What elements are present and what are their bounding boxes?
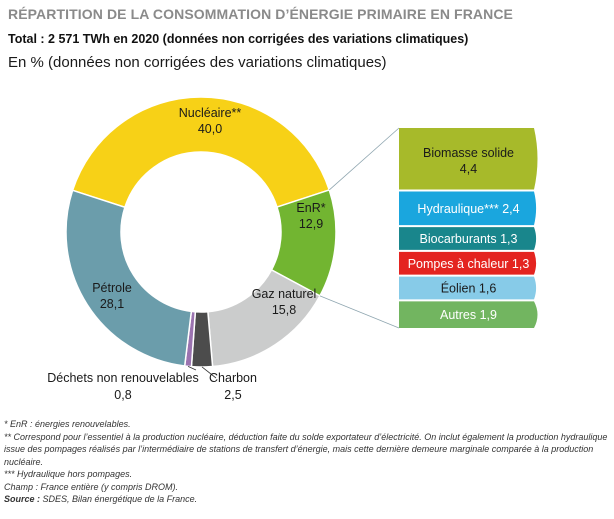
note-nuclear: ** Correspond pour l’essentiel à la prod… — [4, 431, 608, 467]
breakdown-label-biocarburants: Biocarburants 1,3 — [420, 232, 518, 246]
label-nucleaire: Nucléaire** — [179, 106, 242, 120]
breakdown-label-hydraulique: Hydraulique*** 2,4 — [417, 202, 519, 216]
breakdown-label-pompes-a-chaleur: Pompes à chaleur 1,3 — [408, 257, 530, 271]
label-dechets-non-renouvelables: Déchets non renouvelables — [47, 371, 199, 385]
connector-bottom — [319, 295, 400, 329]
note-hydro: *** Hydraulique hors pompages. — [4, 469, 133, 479]
value-charbon: 2,5 — [224, 388, 241, 402]
note-source: Source : SDES, Bilan énergétique de la F… — [4, 493, 610, 506]
breakdown-eolien — [399, 276, 537, 300]
breakdown-hydraulique — [399, 191, 537, 226]
label-enr: EnR* — [296, 201, 325, 215]
breakdown-value-biomasse-solide: 4,4 — [460, 162, 477, 176]
connector-top — [329, 127, 400, 191]
value-enr: 12,9 — [299, 217, 323, 231]
value-nucleaire: 40,0 — [198, 122, 222, 136]
note-enr: * EnR : énergies renouvelables. — [4, 419, 131, 429]
source-label: Source : — [4, 494, 41, 504]
label-charbon: Charbon — [209, 371, 257, 385]
unit-label: En % (données non corrigées des variatio… — [8, 54, 387, 71]
breakdown-pompes-a-chaleur — [399, 251, 537, 275]
slice-petrole — [65, 189, 193, 367]
note-scope: Champ : France entière (y compris DROM). — [4, 481, 179, 492]
breakdown-biomasse-solide — [399, 128, 538, 190]
breakdown-label-biomasse-solide: Biomasse solide — [423, 146, 514, 160]
leader-charbon — [201, 366, 217, 379]
slice-nucleaire — [71, 96, 331, 209]
breakdown-biocarburants — [399, 227, 537, 250]
breakdown-label-autres: Autres 1,9 — [440, 308, 497, 322]
breakdown-label-eolien: Éolien 1,6 — [441, 281, 497, 296]
leader-dechets-non-renouvelables — [187, 366, 197, 371]
breakdown-autres — [399, 301, 538, 328]
value-gaz-naturel: 15,8 — [272, 303, 296, 317]
chart-title: RÉPARTITION DE LA CONSOMMATION D’ÉNERGIE… — [8, 6, 513, 22]
label-petrole: Pétrole — [92, 281, 132, 295]
chart-subtitle: Total : 2 571 TWh en 2020 (données non c… — [8, 32, 469, 46]
label-gaz-naturel: Gaz naturel — [252, 287, 317, 301]
value-dechets-non-renouvelables: 0,8 — [114, 388, 131, 402]
source-text: SDES, Bilan énergétique de la France. — [40, 494, 198, 504]
donut-chart: Nucléaire** 40,0 EnR* 12,9 Gaz naturel 15,8 Pé… — [47, 96, 538, 402]
value-petrole: 28,1 — [100, 297, 124, 311]
footnotes: * EnR : énergies renouvelables. ** Corre… — [4, 418, 610, 506]
